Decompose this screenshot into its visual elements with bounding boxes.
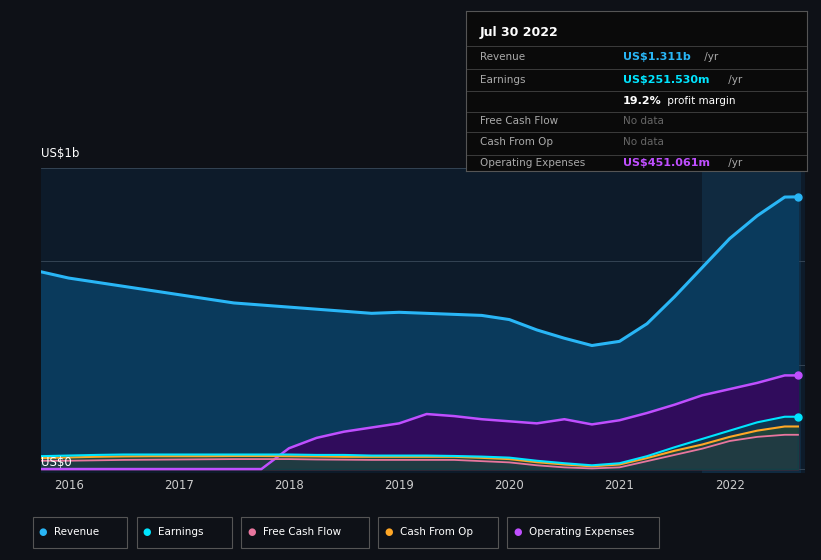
Text: US$0: US$0 [41,456,71,469]
Text: ●: ● [384,528,392,537]
Text: Cash From Op: Cash From Op [480,137,553,147]
Text: /yr: /yr [725,158,742,168]
Text: US$451.061m: US$451.061m [623,158,710,168]
Text: Operating Expenses: Operating Expenses [529,528,634,537]
Text: Free Cash Flow: Free Cash Flow [480,116,558,127]
Text: /yr: /yr [701,53,718,63]
Text: Free Cash Flow: Free Cash Flow [263,528,341,537]
Text: /yr: /yr [725,75,742,85]
Text: Operating Expenses: Operating Expenses [480,158,585,168]
Text: Revenue: Revenue [480,53,525,63]
Text: Earnings: Earnings [158,528,204,537]
Text: ●: ● [143,528,151,537]
Text: Revenue: Revenue [54,528,99,537]
Text: ●: ● [39,528,47,537]
Text: 19.2%: 19.2% [623,96,662,106]
Text: ●: ● [247,528,255,537]
Text: US$1b: US$1b [41,147,80,160]
Text: Jul 30 2022: Jul 30 2022 [480,26,559,39]
Text: No data: No data [623,137,664,147]
Bar [702,168,801,473]
Text: No data: No data [623,116,664,127]
Text: ●: ● [513,528,521,537]
Text: US$251.530m: US$251.530m [623,75,709,85]
Text: Cash From Op: Cash From Op [400,528,473,537]
Text: profit margin: profit margin [664,96,736,106]
Text: US$1.311b: US$1.311b [623,53,690,63]
Text: Earnings: Earnings [480,75,525,85]
